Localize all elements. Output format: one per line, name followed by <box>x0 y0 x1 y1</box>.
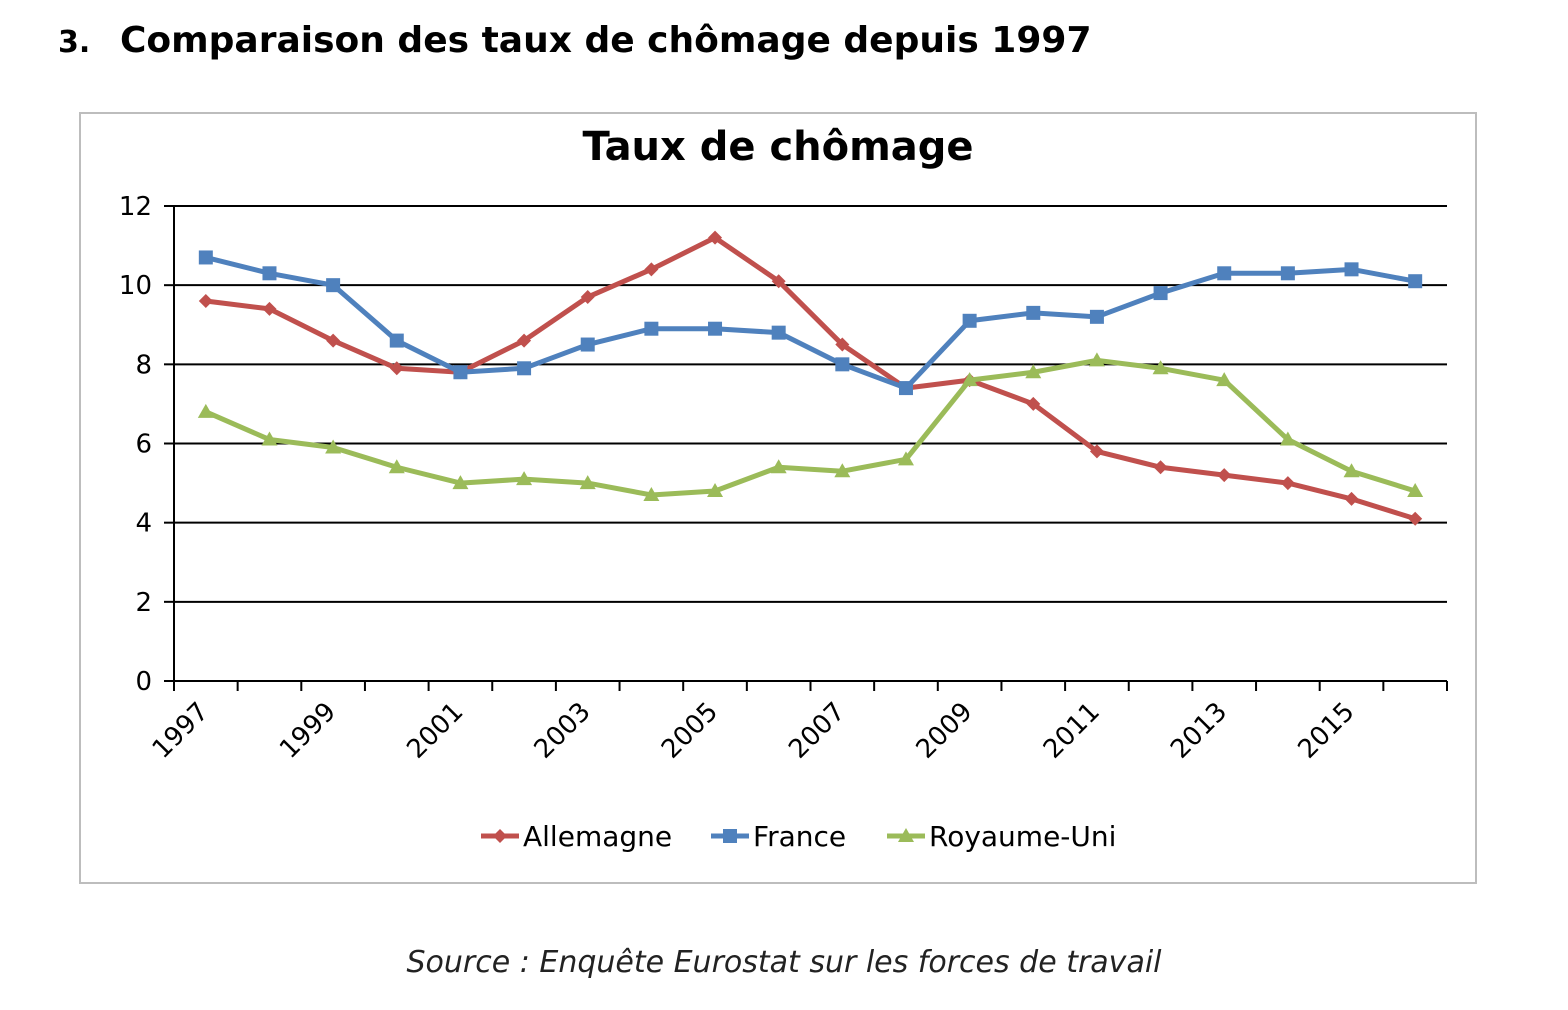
gridlines <box>174 205 1447 603</box>
data-point-royaume-uni <box>388 459 405 474</box>
series-france <box>198 250 1423 396</box>
x-tick-label: 1999 <box>274 697 342 765</box>
data-point-royaume-uni <box>834 463 851 478</box>
data-point-royaume-uni <box>1343 463 1360 478</box>
data-point-royaume-uni <box>197 403 214 418</box>
legend-swatch-marker <box>898 828 914 842</box>
series-line-royaume-uni <box>204 357 1416 498</box>
data-point-royaume-uni <box>579 475 596 490</box>
data-point-allemagne <box>1026 396 1041 411</box>
x-tick-label: 2011 <box>1038 697 1106 765</box>
data-point-royaume-uni <box>261 431 278 446</box>
data-point-france <box>1408 274 1423 289</box>
legend: Allemagne France Royaume-Uni <box>481 820 1116 853</box>
data-point-allemagne <box>771 274 786 289</box>
legend-label: France <box>753 820 846 853</box>
data-point-france <box>644 321 659 336</box>
data-point-allemagne <box>1089 444 1104 459</box>
data-point-france <box>389 333 404 348</box>
unemployment-chart: Taux de chômage 0 2 4 6 8 10 12 1997 1999 2001 200… <box>119 124 1448 853</box>
data-point-france <box>1026 305 1041 320</box>
x-tick-label: 1997 <box>147 697 215 765</box>
data-point-france <box>262 266 277 281</box>
source-caption: Source : Enquête Eurostat sur les forces… <box>406 945 1162 980</box>
data-point-allemagne <box>644 262 659 277</box>
legend-swatch-marker <box>723 829 737 843</box>
data-point-royaume-uni <box>770 459 787 474</box>
series-layer <box>197 230 1424 526</box>
data-point-allemagne <box>262 301 277 316</box>
data-point-allemagne <box>1153 460 1168 475</box>
y-tick-label: 12 <box>119 192 152 222</box>
y-tick-label: 6 <box>135 430 152 460</box>
data-point-royaume-uni <box>1152 360 1169 375</box>
data-point-france <box>580 337 595 352</box>
data-point-france <box>1280 266 1295 281</box>
data-point-france <box>517 361 532 376</box>
data-point-royaume-uni <box>961 372 978 387</box>
series-line-allemagne <box>205 235 1416 522</box>
data-point-royaume-uni <box>1279 431 1296 446</box>
chart-frame: Taux de chômage 0 2 4 6 8 10 12 1997 1999 2001 200… <box>79 112 1477 884</box>
data-point-france <box>771 325 786 340</box>
data-point-royaume-uni <box>897 451 914 466</box>
series-line-france <box>205 255 1416 391</box>
data-point-royaume-uni <box>452 475 469 490</box>
section-title: Comparaison des taux de chômage depuis 1… <box>120 20 1092 61</box>
data-point-france <box>453 365 468 380</box>
legend-item-allemagne: Allemagne <box>481 820 672 853</box>
y-tick-label: 2 <box>135 588 152 618</box>
y-tick-label: 4 <box>135 509 152 539</box>
data-point-allemagne <box>1280 476 1295 491</box>
data-point-royaume-uni <box>1216 372 1233 387</box>
legend-label: Allemagne <box>523 820 672 853</box>
y-tick-label: 10 <box>119 271 152 301</box>
data-point-royaume-uni <box>643 486 660 501</box>
data-point-france <box>962 313 977 328</box>
x-tick-label: 2015 <box>1292 697 1360 765</box>
series-royaume-uni <box>197 352 1424 501</box>
legend-swatch-marker <box>493 829 507 843</box>
data-point-france <box>198 250 213 265</box>
x-tick-label: 2001 <box>401 697 469 765</box>
data-point-allemagne <box>326 333 341 348</box>
data-point-royaume-uni <box>707 483 724 497</box>
data-point-france <box>1217 266 1232 281</box>
legend-item-royaume-uni: Royaume-Uni <box>887 820 1116 853</box>
data-point-royaume-uni <box>1025 364 1042 379</box>
data-point-france <box>898 381 913 396</box>
data-point-france <box>1089 309 1104 324</box>
data-point-france <box>1344 262 1359 277</box>
data-point-royaume-uni <box>1407 483 1424 497</box>
x-tick-label: 2003 <box>529 697 597 765</box>
chart-title: Taux de chômage <box>582 124 973 170</box>
data-point-allemagne <box>1344 491 1359 506</box>
legend-label: Royaume-Uni <box>929 820 1116 853</box>
data-point-france <box>326 278 341 293</box>
section-number: 3. <box>58 25 91 60</box>
data-point-france <box>835 357 850 372</box>
data-point-royaume-uni <box>516 471 533 486</box>
data-point-allemagne <box>835 337 850 352</box>
data-point-allemagne <box>517 333 532 348</box>
data-point-allemagne <box>1217 468 1232 483</box>
data-point-allemagne <box>1408 511 1423 526</box>
x-tick-label: 2009 <box>911 697 979 765</box>
data-point-france <box>1153 286 1168 301</box>
data-point-allemagne <box>580 290 595 305</box>
data-point-allemagne <box>708 230 723 245</box>
data-point-allemagne <box>198 294 213 308</box>
x-tick-label: 2007 <box>783 697 851 765</box>
legend-item-france: France <box>711 820 846 853</box>
y-tick-label: 8 <box>135 350 152 380</box>
section-heading: 3. Comparaison des taux de chômage depuis… <box>58 20 1092 61</box>
data-point-royaume-uni <box>325 439 342 454</box>
data-point-allemagne <box>389 361 404 376</box>
y-tick-label: 0 <box>135 667 152 697</box>
data-point-france <box>708 321 723 336</box>
data-point-royaume-uni <box>1088 352 1105 367</box>
x-tick-label: 2005 <box>656 697 724 765</box>
x-tick-label: 2013 <box>1165 697 1233 765</box>
